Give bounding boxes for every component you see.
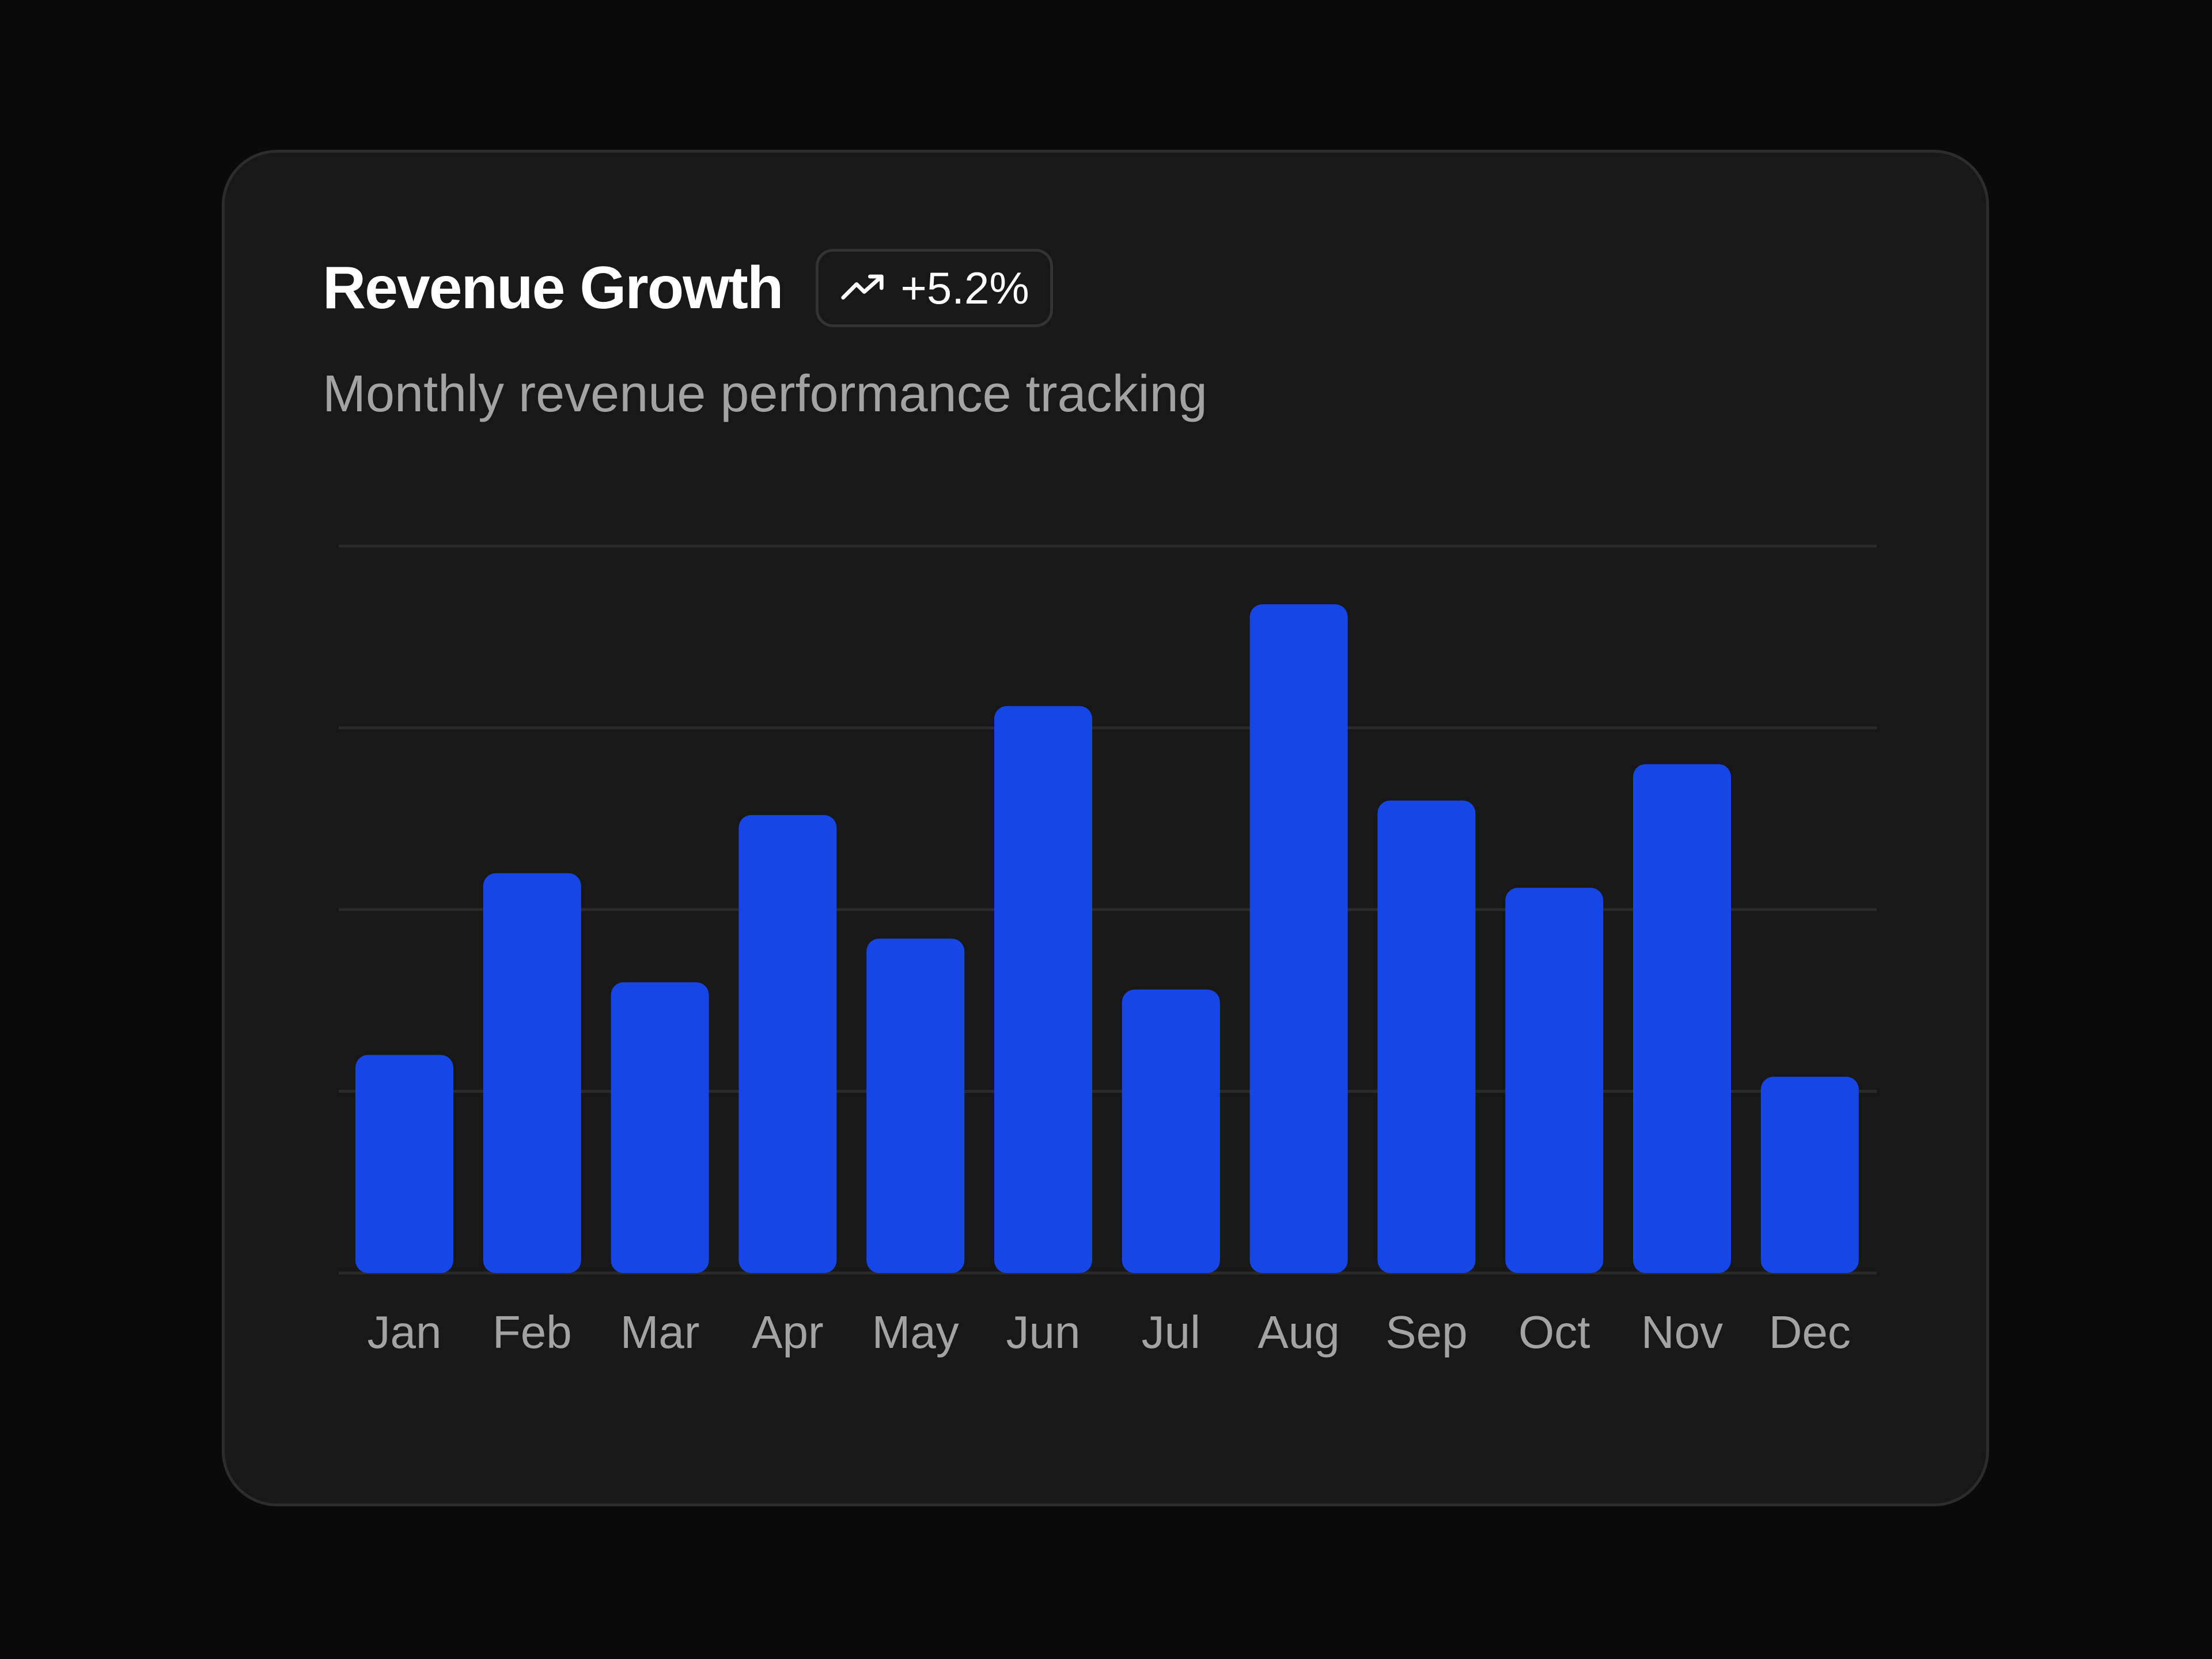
bar-jul[interactable] xyxy=(1122,989,1220,1273)
growth-badge: +5.2% xyxy=(816,249,1053,327)
bar-may[interactable] xyxy=(866,938,965,1273)
bar-dec[interactable] xyxy=(1760,1077,1859,1273)
revenue-card: Revenue Growth +5.2% Monthly revenue per… xyxy=(222,150,1989,1506)
x-tick-label-may: May xyxy=(872,1306,959,1358)
growth-badge-value: +5.2% xyxy=(900,262,1029,313)
x-tick-label-nov: Nov xyxy=(1641,1306,1723,1358)
bar-jun[interactable] xyxy=(994,706,1092,1273)
chart-gridlines xyxy=(339,544,1877,1275)
x-tick-label-mar: Mar xyxy=(620,1306,700,1358)
x-tick-label-apr: Apr xyxy=(752,1306,824,1358)
x-tick-label-oct: Oct xyxy=(1518,1306,1590,1358)
bar-feb[interactable] xyxy=(483,873,581,1273)
bar-aug[interactable] xyxy=(1249,604,1348,1273)
bar-oct[interactable] xyxy=(1505,888,1604,1273)
bar-nov[interactable] xyxy=(1633,764,1731,1273)
bar-mar[interactable] xyxy=(611,982,709,1273)
x-tick-label-sep: Sep xyxy=(1385,1306,1467,1358)
revenue-bar-chart: Jan Feb Mar Apr May Jun Jul Aug Sep Oct Nov Dec xyxy=(339,544,1877,1358)
trending-up-icon xyxy=(841,274,884,300)
card-title: Revenue Growth xyxy=(323,255,783,321)
bar-apr[interactable] xyxy=(738,815,837,1273)
bar-jan[interactable] xyxy=(355,1055,453,1273)
chart-x-axis-labels: Jan Feb Mar Apr May Jun Jul Aug Sep Oct Nov Dec xyxy=(368,1306,1851,1358)
chart-bars xyxy=(355,604,1859,1273)
bar-sep[interactable] xyxy=(1377,800,1476,1273)
x-tick-label-feb: Feb xyxy=(493,1306,572,1358)
x-tick-label-jun: Jun xyxy=(1006,1306,1081,1358)
x-tick-label-aug: Aug xyxy=(1257,1306,1339,1358)
card-subtitle: Monthly revenue performance tracking xyxy=(323,365,1207,423)
x-tick-label-jan: Jan xyxy=(368,1306,442,1358)
x-tick-label-dec: Dec xyxy=(1769,1306,1851,1358)
card-header: Revenue Growth +5.2% xyxy=(323,249,1053,327)
x-tick-label-jul: Jul xyxy=(1142,1306,1200,1358)
